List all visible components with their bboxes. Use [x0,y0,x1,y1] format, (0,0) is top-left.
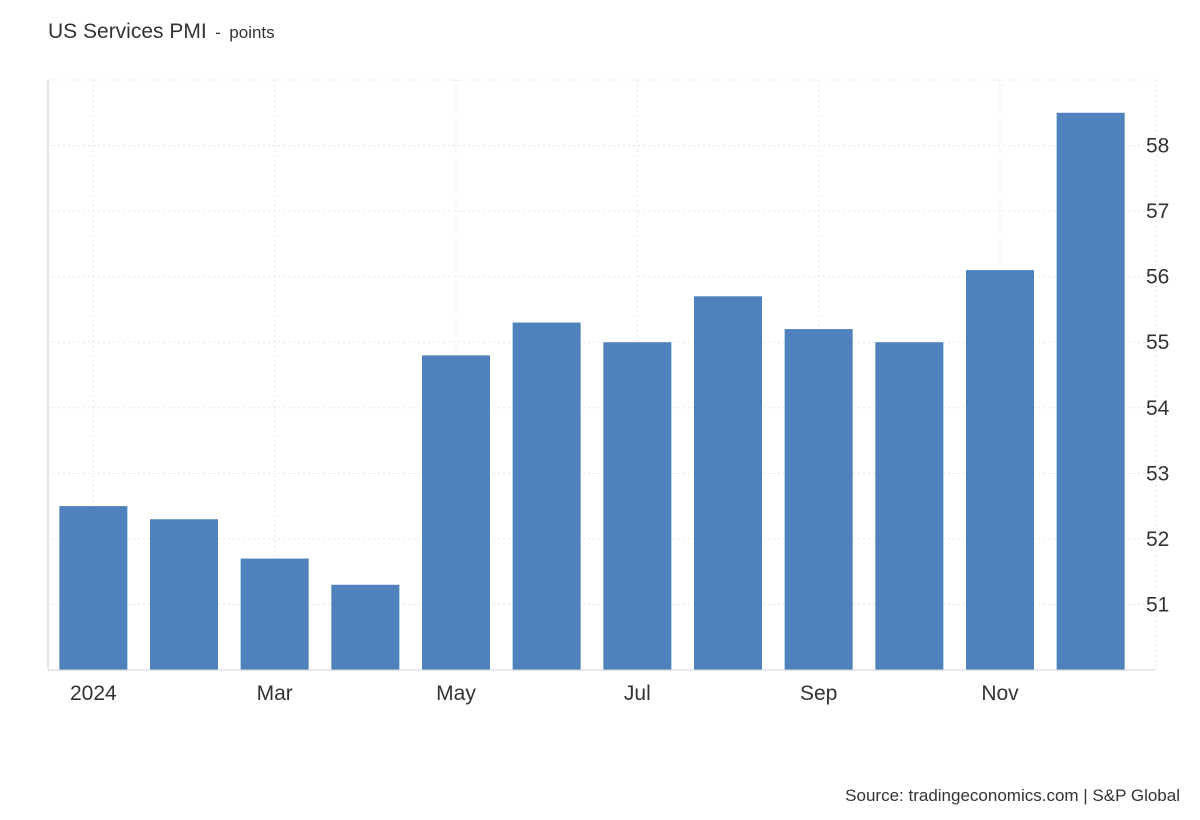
y-tick-label: 58 [1146,135,1169,158]
bar-may-2024[interactable] [422,355,490,670]
bar-chart: 2024 Mar May Jul Sep Nov 51 52 53 54 55 56 57 58 [47,79,1170,705]
chart-unit-label: points [229,23,275,42]
y-tick-label: 56 [1146,266,1169,289]
chart-title-text: US Services PMI [48,20,207,43]
x-tick-label: Sep [800,682,837,705]
bar-mar-2024[interactable] [240,558,309,670]
y-tick-label: 57 [1146,200,1169,223]
bar-jan-2024[interactable] [59,506,128,670]
bar-jun-2024[interactable] [512,322,581,670]
y-tick-label: 53 [1146,462,1169,485]
y-tick-label: 51 [1146,593,1169,616]
chart-title: US Services PMI - points [48,20,275,44]
x-tick-label: May [436,682,476,705]
bar-jul-2024[interactable] [603,342,672,670]
y-tick-label: 54 [1146,397,1170,420]
chart-title-separator: - [215,23,221,42]
bar-apr-2024[interactable] [331,584,400,670]
bar-layer [59,112,1125,671]
bar-dec-2024[interactable] [1056,112,1125,671]
bar-feb-2024[interactable] [150,519,218,670]
x-tick-label: Nov [981,682,1019,705]
x-tick-label: Mar [257,682,293,705]
y-tick-label: 55 [1146,331,1169,354]
y-tick-label: 52 [1146,528,1169,551]
bar-oct-2024[interactable] [875,342,944,670]
bar-nov-2024[interactable] [966,270,1034,670]
bar-sep-2024[interactable] [784,329,853,670]
bar-aug-2024[interactable] [694,296,762,670]
axis-layer [47,80,1156,671]
x-axis-labels: 2024 Mar May Jul Sep Nov [70,682,1019,705]
source-attribution: Source: tradingeconomics.com | S&P Globa… [845,786,1180,805]
y-axis-labels: 51 52 53 54 55 56 57 58 [1146,135,1170,617]
x-tick-label: Jul [624,682,651,705]
x-tick-label: 2024 [70,682,117,705]
